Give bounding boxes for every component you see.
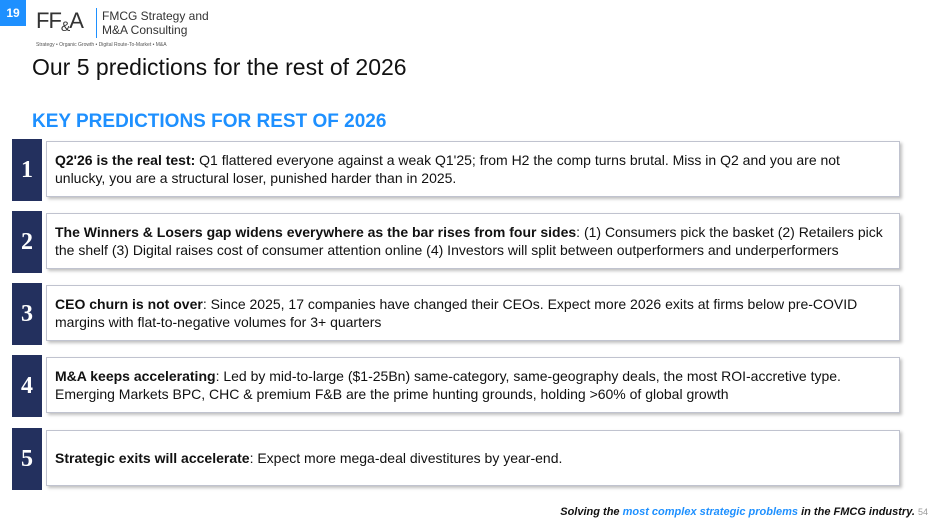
- prediction-row: 4 M&A keeps accelerating: Led by mid-to-…: [12, 355, 904, 417]
- prediction-box: Q2'26 is the real test: Q1 flattered eve…: [46, 141, 900, 197]
- prediction-text: M&A keeps accelerating: Led by mid-to-la…: [55, 368, 841, 402]
- page-number: 54: [917, 507, 928, 517]
- logo-tagline: Strategy • Organic Growth • Digital Rout…: [36, 42, 167, 48]
- prediction-row: 3 CEO churn is not over: Since 2025, 17 …: [12, 283, 904, 345]
- prediction-text: Q2'26 is the real test: Q1 flattered eve…: [55, 152, 840, 186]
- prediction-number: 4: [12, 355, 42, 417]
- prediction-text: The Winners & Losers gap widens everywhe…: [55, 224, 883, 258]
- prediction-row: 2 The Winners & Losers gap widens everyw…: [12, 211, 904, 273]
- prediction-box: M&A keeps accelerating: Led by mid-to-la…: [46, 357, 900, 413]
- prediction-text: Strategic exits will accelerate: Expect …: [55, 450, 563, 466]
- section-title: KEY PREDICTIONS FOR REST OF 2026: [32, 111, 387, 132]
- prediction-number: 5: [12, 428, 42, 490]
- prediction-number: 2: [12, 211, 42, 273]
- prediction-number: 1: [12, 139, 42, 201]
- footer-tagline: Solving the most complex strategic probl…: [560, 506, 928, 518]
- prediction-row: 1 Q2'26 is the real test: Q1 flattered e…: [12, 139, 904, 201]
- company-logo: FF&A FMCG Strategy and M&A Consulting St…: [36, 6, 256, 52]
- logo-company-name: FMCG Strategy and M&A Consulting: [102, 9, 209, 37]
- prediction-box: Strategic exits will accelerate: Expect …: [46, 430, 900, 486]
- prediction-box: The Winners & Losers gap widens everywhe…: [46, 213, 900, 269]
- prediction-row: 5 Strategic exits will accelerate: Expec…: [12, 428, 904, 490]
- prediction-box: CEO churn is not over: Since 2025, 17 co…: [46, 285, 900, 341]
- prediction-number: 3: [12, 283, 42, 345]
- slide-number-badge: 19: [0, 0, 26, 26]
- logo-divider: [96, 8, 97, 38]
- prediction-text: CEO churn is not over: Since 2025, 17 co…: [55, 296, 858, 330]
- logo-mark: FF&A: [36, 8, 84, 34]
- page-title: Our 5 predictions for the rest of 2026: [32, 54, 407, 80]
